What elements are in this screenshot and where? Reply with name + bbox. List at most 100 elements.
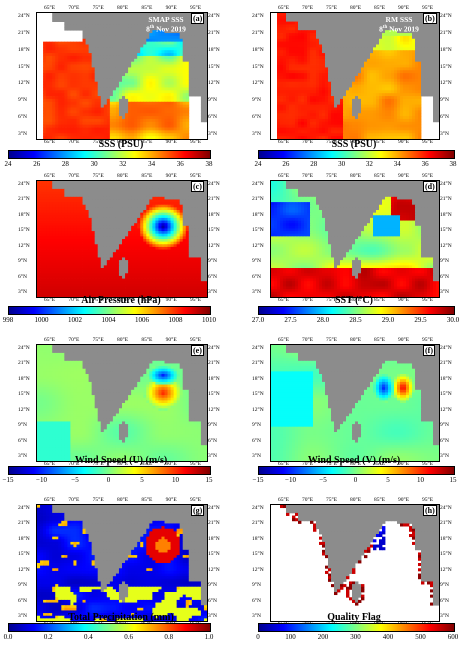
colorbar-tick-label: 30	[338, 160, 346, 168]
panel-label: (a)	[191, 13, 205, 24]
colorbar-title: SSS (PSU)	[98, 139, 144, 150]
lat-tick-label: 24°N	[208, 345, 220, 351]
lon-tick-label: 85°E	[374, 297, 386, 303]
lon-tick-label: 80°E	[350, 139, 362, 145]
colorbar-tick-label: 28	[61, 160, 69, 168]
colorbar-tick-label: −15	[252, 476, 264, 484]
lat-tick-label: 9°N	[208, 582, 217, 589]
map-field-e	[37, 345, 207, 461]
lon-tick-label: 80°E	[117, 5, 129, 11]
lat-tick-label: 6°N	[208, 273, 217, 280]
lon-tick-label: 85°E	[141, 337, 153, 343]
colorbar-tick-label: 24	[254, 160, 262, 168]
colorbar-tick-label: 10	[172, 476, 179, 484]
lat-tick-label: 12°N	[18, 80, 30, 87]
lat-tick-label: 15°N	[440, 391, 452, 398]
lat-tick-label: 9°N	[252, 422, 261, 429]
colorbar-tick-label: 5	[386, 476, 390, 484]
lat-tick-label: 21°N	[208, 29, 220, 36]
lon-tick-label: 75°E	[326, 461, 338, 467]
lat-tick-label: 9°N	[440, 582, 449, 589]
colorbar-title: Wind Speed (V) (m/s)	[307, 455, 401, 466]
lat-tick-label: 21°N	[252, 360, 264, 367]
lon-tick-label: 90°E	[165, 173, 177, 179]
lon-tick-label: 70°E	[302, 297, 314, 303]
lat-tick-label: 18°N	[252, 375, 264, 382]
lat-tick-label: 18°N	[208, 535, 220, 542]
lon-tick-label: 85°E	[141, 173, 153, 179]
colorbar	[258, 306, 455, 315]
lon-tick-label: 70°E	[302, 5, 314, 11]
lon-tick-label: 75°E	[92, 5, 104, 11]
lon-tick-label: 80°E	[350, 173, 362, 179]
colorbar-tick-label: 1008	[168, 316, 183, 324]
lat-tick-label: 3°N	[208, 289, 217, 295]
lat-tick-label: 24°N	[18, 181, 30, 187]
lat-tick-label: 24°N	[440, 181, 452, 187]
lat-tick-label: 21°N	[18, 520, 30, 527]
lon-tick-label: 65°E	[44, 497, 56, 503]
lon-tick-label: 70°E	[68, 5, 80, 11]
lon-tick-label: 70°E	[68, 297, 80, 303]
colorbar-tick-label: 1.0	[204, 633, 214, 641]
lat-tick-label: 21°N	[208, 520, 220, 527]
lat-tick-label: 3°N	[440, 289, 449, 295]
colorbar-tick-label: 1002	[68, 316, 82, 324]
lon-tick-label: 70°E	[68, 337, 80, 343]
lon-tick-label: 85°E	[141, 497, 153, 503]
lat-tick-label: 3°N	[18, 613, 27, 619]
lon-tick-label: 65°E	[44, 337, 56, 343]
lat-tick-label: 3°N	[208, 453, 217, 459]
colorbar-tick-label: −5	[71, 476, 79, 484]
lon-tick-label: 70°E	[68, 173, 80, 179]
lon-tick-label: 85°E	[141, 297, 153, 303]
panel-title: RM SSS 8th Nov 2019	[379, 15, 419, 34]
lon-tick-label: 65°E	[278, 337, 290, 343]
colorbar-title: Quality Flag	[327, 612, 381, 623]
lat-tick-label: 9°N	[18, 97, 27, 104]
lon-tick-label: 90°E	[165, 497, 177, 503]
colorbar-tick-label: 0	[106, 476, 111, 484]
colorbar	[8, 306, 211, 315]
lon-tick-label: 80°E	[350, 461, 362, 467]
lat-tick-label: 3°N	[252, 289, 261, 295]
lon-tick-label: 85°E	[374, 337, 386, 343]
lon-tick-label: 95°E	[190, 5, 202, 11]
map-field-f	[271, 345, 439, 461]
lat-tick-label: 15°N	[18, 551, 30, 558]
lat-tick-label: 18°N	[252, 46, 264, 53]
lat-tick-label: 9°N	[252, 258, 261, 265]
lon-tick-label: 90°E	[165, 337, 177, 343]
lat-tick-label: 6°N	[18, 273, 27, 280]
lon-tick-label: 70°E	[302, 173, 314, 179]
colorbar-tick-label: 32	[119, 160, 127, 168]
colorbar-tick-label: −10	[36, 476, 47, 484]
map-plot-h	[270, 504, 440, 622]
lon-tick-label: 70°E	[68, 461, 80, 467]
colorbar-tick-label: 27.0	[251, 316, 265, 324]
lat-tick-label: 15°N	[252, 391, 264, 398]
lat-tick-label: 21°N	[440, 196, 452, 203]
lon-tick-label: 65°E	[278, 461, 290, 467]
lat-tick-label: 18°N	[440, 46, 452, 53]
lon-tick-label: 95°E	[422, 461, 434, 467]
lon-tick-label: 80°E	[350, 497, 362, 503]
colorbar-tick-label: 10	[417, 476, 424, 484]
lat-tick-label: 3°N	[252, 613, 261, 619]
colorbar	[8, 623, 211, 632]
lon-tick-label: 90°E	[165, 5, 177, 11]
lat-tick-label: 18°N	[252, 211, 264, 218]
lat-tick-label: 24°N	[440, 13, 452, 19]
map-field-h	[280, 505, 439, 606]
lat-tick-label: 6°N	[18, 437, 27, 444]
lon-tick-label: 75°E	[326, 337, 338, 343]
map-plot-g	[36, 504, 208, 622]
lat-tick-label: 18°N	[440, 375, 452, 382]
lat-tick-label: 24°N	[18, 505, 30, 511]
lat-tick-label: 18°N	[208, 46, 220, 53]
panel-label: (h)	[423, 505, 437, 516]
map-plot-f	[270, 344, 440, 462]
lon-tick-label: 65°E	[278, 139, 290, 145]
lat-tick-label: 24°N	[252, 505, 264, 511]
colorbar-tick-label: 1006	[135, 316, 149, 324]
